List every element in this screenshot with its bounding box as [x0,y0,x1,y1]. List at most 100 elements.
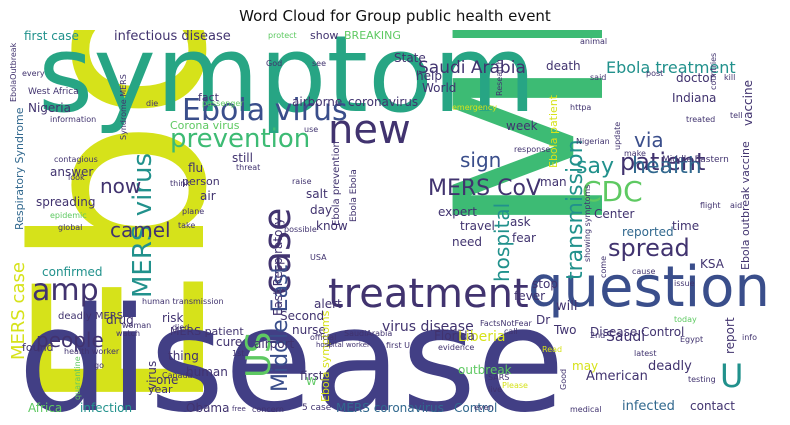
word: virus [145,360,159,390]
word: death [546,59,581,73]
chart-title: Word Cloud for Group public health event [239,7,551,25]
word: latest [634,349,657,358]
word: Center [594,207,635,221]
word: sign [460,148,502,172]
word: flu [188,161,204,175]
word: showing symptoms [583,184,592,262]
word: plane [182,207,205,216]
word: salt [306,187,328,201]
word: man [540,175,567,189]
word: cause [632,267,656,276]
word: thing [168,349,199,363]
word: U [720,357,744,395]
word: medical [570,405,602,414]
word: even [474,403,494,412]
word: need [452,235,482,249]
word: FactsNotFear [480,319,532,328]
word: question [528,255,770,320]
word: nurse [292,323,326,337]
word: Saudi [606,329,646,345]
word: httpa [570,103,592,112]
word: person [182,175,220,188]
word: die [146,99,159,108]
word: report [723,317,737,354]
word: emergency [452,103,497,112]
word: air [200,189,216,203]
word: cure [216,335,243,349]
word: aid [730,201,743,210]
word: human [186,365,228,379]
word: go [94,361,104,370]
word: day [310,203,333,217]
word: prevention [170,124,311,154]
word: treated [686,115,716,124]
word: reported [622,225,674,239]
word: Ebola prevention [331,141,342,226]
word: fever [514,289,546,303]
word: God [266,59,283,68]
word: fact [198,91,219,104]
word: via [634,128,664,152]
word: 2nd [590,331,606,340]
word: W [306,375,317,388]
word: coronavirus [348,95,419,109]
word: Good [559,368,568,390]
word: help [416,69,442,83]
word: live [488,385,503,394]
word: new [328,107,411,153]
word: see [312,59,327,68]
word: official [310,333,337,342]
word: possible [284,225,317,234]
word: information [50,115,97,124]
word: infection [80,401,133,415]
word: travel [460,219,495,233]
word: info [742,333,758,342]
word: show [310,30,339,42]
word: health [632,154,702,179]
word: 1st [232,349,245,358]
word: Ebola symptoms [319,310,332,402]
word: contact [690,399,735,413]
word: American [586,369,648,384]
word: doctor [676,71,715,85]
word: died [172,323,190,332]
word: will [556,299,578,314]
word: watch [116,329,141,338]
word: raise [292,177,312,186]
word: use [304,125,319,134]
word: said [590,73,607,82]
word: issue [674,279,695,288]
word: Ebola Ebola [349,169,359,222]
word: woman [122,321,152,330]
word: Canada [162,371,193,380]
word: now [100,174,142,198]
word: first case [24,30,79,43]
word: hospital [490,202,514,282]
word: people [36,328,104,352]
word: World [422,81,457,95]
word: flight [700,201,721,210]
word: MERS CoV [428,176,541,201]
word: make [624,149,646,158]
word: week [506,119,538,133]
word: symptom [38,30,537,136]
word: BREAKING [344,30,401,42]
word: fear [512,231,536,245]
word: virus disease [382,319,474,335]
word: EbolaOutbreak [10,42,18,102]
word: Nigerian [576,137,610,146]
word: post [646,69,664,78]
word: Liberia [458,329,506,345]
word: deadly [648,359,692,374]
word: health worker [64,347,120,356]
word: Disease Control [590,325,685,339]
word: Please [502,381,528,390]
word: Indiana [672,91,717,105]
word: drug [106,313,134,327]
word: airport [254,337,295,351]
word: MERS coronavirus [336,401,444,415]
word: deadly MERS [58,311,124,322]
word: countries [709,52,718,90]
word: Ebola treatment [606,58,736,77]
word: disease [18,276,565,416]
